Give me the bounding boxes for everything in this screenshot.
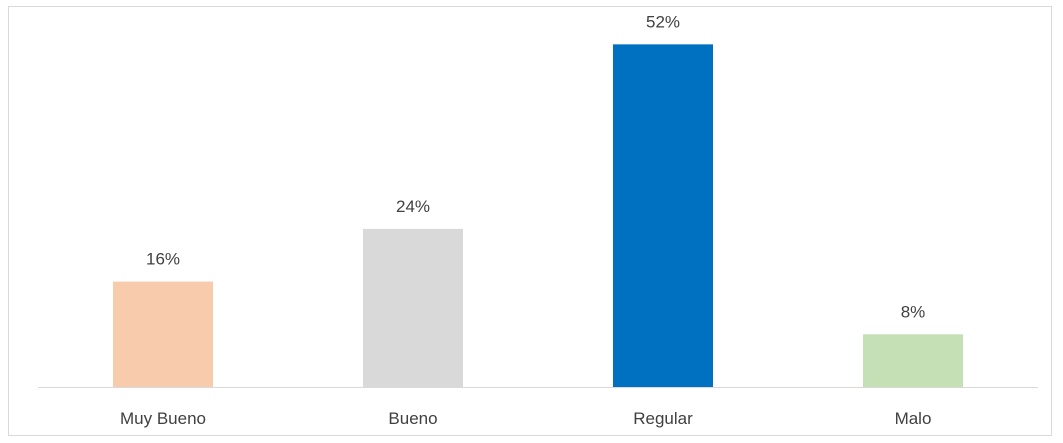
category-label-muy-bueno: Muy Bueno <box>120 409 206 428</box>
bar-malo <box>863 334 963 387</box>
data-label-malo: 8% <box>901 302 926 321</box>
category-label-regular: Regular <box>633 409 693 428</box>
data-label-regular: 52% <box>646 12 680 31</box>
data-label-bueno: 24% <box>396 197 430 216</box>
bars-layer <box>113 44 963 387</box>
bar-muy-bueno <box>113 281 213 387</box>
labels-layer: 16% Muy Bueno 24% Bueno 52% Regular 8% Malo <box>120 12 931 428</box>
bar-bueno <box>363 228 463 387</box>
bar-regular <box>613 44 713 387</box>
data-label-muy-bueno: 16% <box>146 250 180 269</box>
category-label-bueno: Bueno <box>388 409 437 428</box>
category-label-malo: Malo <box>895 409 932 428</box>
